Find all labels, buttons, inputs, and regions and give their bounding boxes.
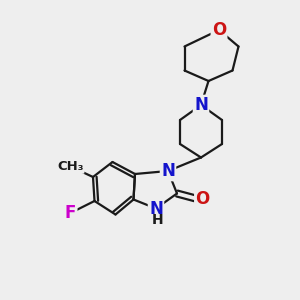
Text: N: N	[161, 162, 175, 180]
Text: CH₃: CH₃	[57, 160, 84, 173]
Text: O: O	[195, 190, 210, 208]
Text: O: O	[212, 21, 226, 39]
Text: H: H	[152, 213, 163, 227]
Text: N: N	[194, 96, 208, 114]
Text: F: F	[65, 204, 76, 222]
Text: N: N	[149, 200, 163, 217]
